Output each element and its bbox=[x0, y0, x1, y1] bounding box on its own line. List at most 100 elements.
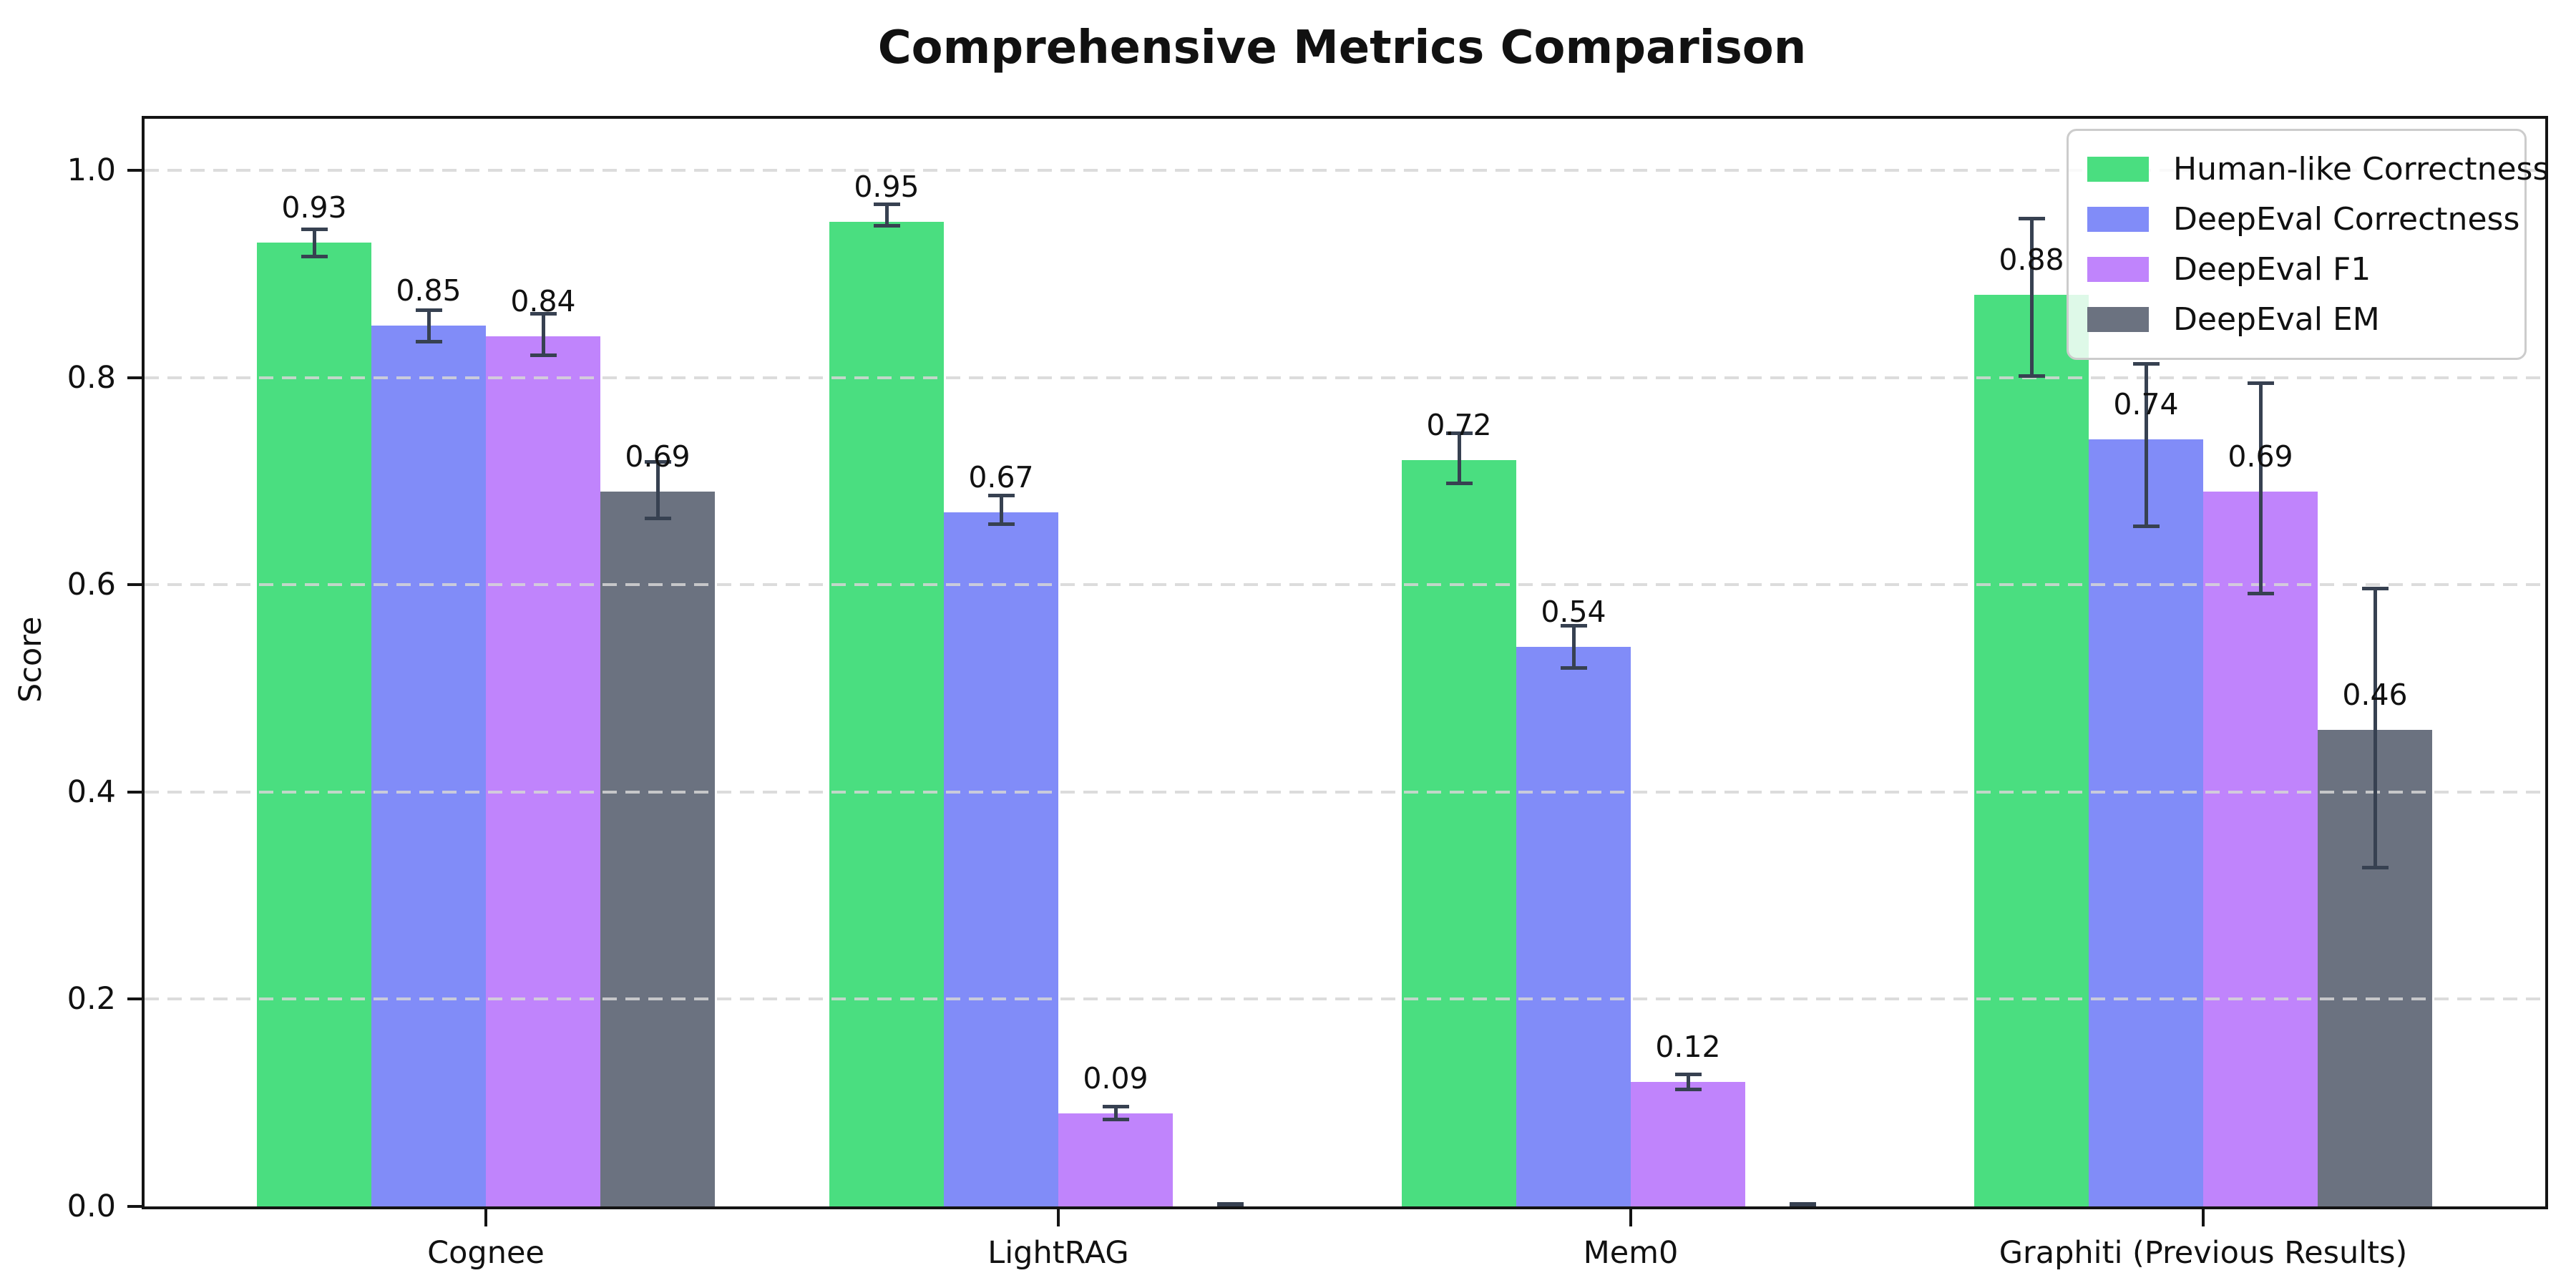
error-bar-cap-top bbox=[988, 493, 1015, 497]
bar-human-like-correctness bbox=[1402, 460, 1516, 1206]
y-tick-label: 0.8 bbox=[67, 359, 116, 396]
y-tick-mark bbox=[127, 169, 142, 172]
y-tick-mark bbox=[127, 376, 142, 379]
legend-label: Human-like Correctness bbox=[2173, 150, 2550, 187]
error-bar-stem bbox=[1572, 624, 1576, 670]
error-bar-cap-top bbox=[2019, 217, 2045, 221]
x-tick-label-1: Cognee bbox=[427, 1235, 545, 1271]
error-bar-cap-top bbox=[1561, 624, 1587, 628]
bar-value-label: 0.69 bbox=[2228, 439, 2293, 474]
y-tick-label: 0.0 bbox=[67, 1189, 116, 1224]
x-tick-label-3: Mem0 bbox=[1583, 1235, 1679, 1271]
legend-entry-deepeval-correctness: DeepEval Correctness bbox=[2087, 194, 2519, 244]
error-bar-stem bbox=[1687, 1073, 1690, 1092]
bar-value-label: 0.67 bbox=[968, 459, 1034, 494]
error-bar-cap-top bbox=[1446, 431, 1473, 435]
x-tick-mark bbox=[1057, 1209, 1060, 1226]
error-bar-stem bbox=[1000, 493, 1003, 526]
y-tick-mark bbox=[127, 583, 142, 587]
error-bar-cap-bottom bbox=[2362, 866, 2389, 870]
error-bar-cap-top bbox=[1103, 1105, 1129, 1109]
error-bar-stem bbox=[2145, 361, 2148, 528]
error-bar-cap-top bbox=[645, 460, 671, 464]
error-bar-cap-bottom bbox=[1675, 1088, 1702, 1092]
error-bar-cap-bottom bbox=[2248, 591, 2274, 595]
y-gridline bbox=[145, 583, 2545, 587]
error-bar-stem bbox=[313, 227, 316, 259]
x-tick-mark bbox=[2202, 1209, 2205, 1226]
bar-human-like-correctness bbox=[257, 243, 371, 1206]
y-gridline bbox=[145, 997, 2545, 1001]
bar-deepeval-correctness bbox=[944, 512, 1058, 1206]
bar-value-label: 0.93 bbox=[281, 190, 347, 225]
bar-human-like-correctness bbox=[1974, 294, 2089, 1206]
legend-entry-human-like-correctness: Human-like Correctness bbox=[2087, 144, 2549, 194]
bar-value-label: 0.12 bbox=[1655, 1030, 1721, 1065]
error-bar-cap-top bbox=[1675, 1073, 1702, 1077]
bar-value-label: 0.54 bbox=[1541, 595, 1606, 630]
bar-deepeval-f1 bbox=[486, 336, 600, 1206]
legend: Human-like Correctness DeepEval Correctne… bbox=[2067, 129, 2549, 360]
legend-swatch bbox=[2087, 307, 2149, 333]
error-bar-cap-bottom bbox=[2019, 374, 2045, 378]
error-bar-cap-bottom bbox=[874, 223, 900, 228]
y-axis-label: Score bbox=[13, 616, 49, 703]
error-bar-cap-bottom bbox=[1561, 665, 1587, 670]
bar-value-label: 0.88 bbox=[1999, 242, 2064, 277]
bar-value-label: 0.95 bbox=[854, 170, 919, 205]
legend-swatch bbox=[2087, 156, 2149, 182]
error-bar-stem bbox=[1458, 431, 1461, 486]
chart-title: Comprehensive Metrics Comparison bbox=[877, 21, 1807, 74]
legend-label: DeepEval Correctness bbox=[2173, 200, 2520, 238]
error-bar-cap-bottom bbox=[1446, 482, 1473, 486]
error-bar-cap-bottom bbox=[988, 522, 1015, 526]
bar-human-like-correctness bbox=[829, 222, 944, 1206]
x-tick-label-4: Graphiti (Previous Results) bbox=[1999, 1235, 2408, 1271]
error-bar-stem bbox=[656, 460, 660, 521]
bar-deepeval-f1 bbox=[1058, 1113, 1173, 1206]
error-bar-cap-bottom bbox=[645, 517, 671, 521]
bar-value-label: 0.74 bbox=[2113, 387, 2179, 422]
bar-deepeval-correctness bbox=[371, 326, 486, 1206]
x-tick-mark bbox=[1629, 1209, 1632, 1226]
y-tick-mark bbox=[127, 997, 142, 1001]
error-bar-cap-top bbox=[2362, 587, 2389, 591]
error-bar-stem bbox=[885, 202, 889, 228]
error-bar-cap-bottom bbox=[301, 255, 328, 259]
y-tick-label: 0.4 bbox=[67, 774, 116, 810]
error-bar-stem bbox=[427, 308, 431, 343]
error-bar-cap-top bbox=[301, 227, 328, 231]
bar-deepeval-correctness bbox=[1516, 647, 1631, 1206]
y-tick-label: 1.0 bbox=[67, 152, 116, 188]
error-bar-cap-top bbox=[416, 308, 442, 312]
y-tick-mark bbox=[127, 1205, 142, 1208]
legend-entry-deepeval-em: DeepEval EM bbox=[2087, 295, 2506, 345]
error-bar-stem bbox=[1114, 1105, 1118, 1122]
y-gridline bbox=[145, 169, 2545, 172]
bar-value-label: 0.69 bbox=[625, 439, 691, 474]
y-tick-label: 0.2 bbox=[67, 981, 116, 1018]
error-bar-cap-bottom bbox=[416, 339, 442, 343]
bar-deepeval-em bbox=[600, 491, 715, 1206]
legend-swatch bbox=[2087, 257, 2149, 283]
y-tick-label: 0.6 bbox=[67, 567, 116, 603]
error-bar-cap-bottom bbox=[1790, 1203, 1816, 1206]
y-gridline bbox=[145, 790, 2545, 794]
legend-swatch bbox=[2087, 206, 2149, 232]
error-bar-cap-bottom bbox=[2133, 524, 2160, 528]
error-bar-stem bbox=[2373, 587, 2377, 870]
bar-value-label: 0.72 bbox=[1426, 408, 1492, 443]
x-tick-mark bbox=[484, 1209, 487, 1226]
legend-label: DeepEval F1 bbox=[2173, 251, 2371, 288]
legend-entry-deepeval-f1: DeepEval F1 bbox=[2087, 245, 2506, 295]
error-bar-stem bbox=[2259, 381, 2263, 595]
bar-value-label: 0.46 bbox=[2342, 677, 2408, 712]
bar-value-label: 0.85 bbox=[396, 273, 462, 308]
error-bar-stem bbox=[542, 312, 545, 357]
bar-deepeval-f1 bbox=[1631, 1082, 1745, 1206]
x-tick-label-2: LightRAG bbox=[987, 1235, 1129, 1271]
error-bar-cap-bottom bbox=[530, 353, 557, 357]
bar-deepeval-correctness bbox=[2089, 439, 2203, 1206]
error-bar-stem bbox=[2030, 217, 2034, 378]
